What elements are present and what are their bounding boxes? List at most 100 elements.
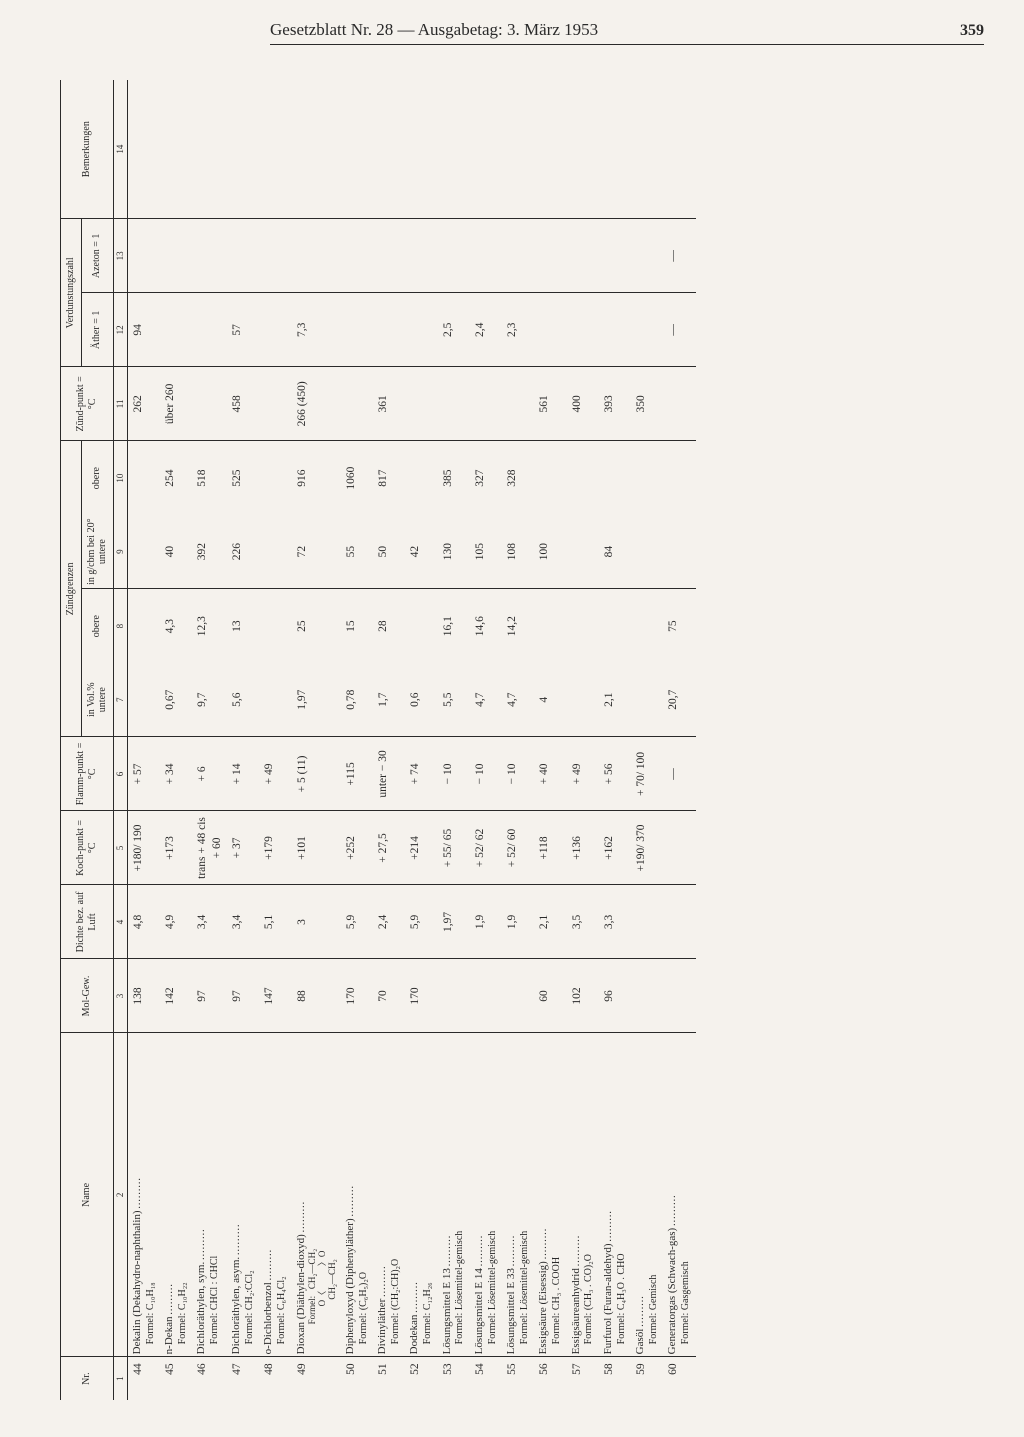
cell-ath [259, 293, 291, 367]
cn4: 4 [113, 885, 127, 959]
cell-gu: 72 [292, 515, 341, 589]
cell-go [599, 441, 631, 515]
cn7: 7 [113, 663, 127, 737]
cell-vo [567, 589, 599, 663]
cell-koch: + 55/ 65 [438, 811, 470, 885]
cell-vo: 28 [373, 589, 405, 663]
cell-nr: 60 [663, 1357, 695, 1400]
cn3: 3 [113, 959, 127, 1033]
table-row: 59GasölFormel: Gemisch+190/ 370+ 70/ 100… [631, 80, 663, 1400]
cell-ath [599, 293, 631, 367]
cell-name: Dichloräthylen, asym.Formel: CH₂:CCl₂ [227, 1033, 259, 1357]
page-number: 359 [960, 22, 984, 40]
cell-ath [631, 293, 663, 367]
table-row: 51DivinylätherFormel: (CH₂:CH)₂O702,4+ 2… [373, 80, 405, 1400]
cn1: 1 [113, 1357, 127, 1400]
cell-vu: 4,7 [502, 663, 534, 737]
cell-flamm: − 10 [438, 737, 470, 811]
cell-az [341, 219, 373, 293]
cell-vu: 5,5 [438, 663, 470, 737]
cell-zp [405, 367, 437, 441]
cell-dichte: 5,9 [405, 885, 437, 959]
table-row: 48o-DichlorbenzolFormel: C₆H₄Cl₂1475,1+1… [259, 80, 291, 1400]
th-koch: Koch-punkt = °C [61, 811, 114, 885]
cell-gu: 50 [373, 515, 405, 589]
cell-name: n-DekanFormel: C₁₀H₂₂ [160, 1033, 192, 1357]
cell-vo [405, 589, 437, 663]
cell-vu: 1,7 [373, 663, 405, 737]
cell-az [631, 219, 663, 293]
table-row: 44Dekalin (Dekahydro-naphthalin)Formel: … [127, 80, 160, 1400]
cell-koch: +118 [534, 811, 566, 885]
table-row: 47Dichloräthylen, asym.Formel: CH₂:CCl₂9… [227, 80, 259, 1400]
cell-az: — [663, 219, 695, 293]
cell-vu: 0,6 [405, 663, 437, 737]
cell-zp [502, 367, 534, 441]
cell-ath [373, 293, 405, 367]
cell-name: Dichloräthylen, sym.Formel: CHCl : CHCl [192, 1033, 227, 1357]
cell-koch: + 52/ 60 [502, 811, 534, 885]
table-row: 46Dichloräthylen, sym.Formel: CHCl : CHC… [192, 80, 227, 1400]
cell-gu [567, 515, 599, 589]
cell-vu: 4,7 [470, 663, 502, 737]
cell-az [373, 219, 405, 293]
cell-gu: 55 [341, 515, 373, 589]
cell-go: 916 [292, 441, 341, 515]
cell-flamm: + 49 [259, 737, 291, 811]
cell-ath: 2,3 [502, 293, 534, 367]
cn11: 11 [113, 367, 127, 441]
cell-dichte: 3,5 [567, 885, 599, 959]
cell-az [127, 219, 160, 293]
cell-go: 518 [192, 441, 227, 515]
table-row: 45n-DekanFormel: C₁₀H₂₂1424,9+173+ 340,6… [160, 80, 192, 1400]
cell-mol: 96 [599, 959, 631, 1033]
th-volu: in Vol.%untere [81, 663, 113, 737]
cell-nr: 48 [259, 1357, 291, 1400]
cell-koch: +214 [405, 811, 437, 885]
cell-ath: 2,4 [470, 293, 502, 367]
th-volo: obere [81, 589, 113, 663]
cell-bem [127, 80, 160, 219]
cell-name: Lösungsmittel E 14Formel: Lösemittel-gem… [470, 1033, 502, 1357]
cell-zp [192, 367, 227, 441]
cell-flamm: + 70/ 100 [631, 737, 663, 811]
cell-go: 1060 [341, 441, 373, 515]
cell-dichte: 5,1 [259, 885, 291, 959]
cn6: 6 [113, 737, 127, 811]
cell-koch: +173 [160, 811, 192, 885]
cell-ath: 7,3 [292, 293, 341, 367]
cell-zp: 361 [373, 367, 405, 441]
cell-vu [631, 663, 663, 737]
cell-go [405, 441, 437, 515]
cell-zp: 266 (450) [292, 367, 341, 441]
cell-name: Dekalin (Dekahydro-naphthalin)Formel: C₁… [127, 1033, 160, 1357]
cell-dichte: 3 [292, 885, 341, 959]
cell-gu [631, 515, 663, 589]
th-name: Name [61, 1033, 114, 1357]
cell-koch: + 27,5 [373, 811, 405, 885]
cell-az [567, 219, 599, 293]
cell-ath [567, 293, 599, 367]
cell-gu: 84 [599, 515, 631, 589]
cell-koch [663, 811, 695, 885]
table-row: 60Generatorgas (Schwach-gas)Formel: Gasg… [663, 80, 695, 1400]
cell-bem [470, 80, 502, 219]
cell-vu: 20,7 [663, 663, 695, 737]
cell-koch: +101 [292, 811, 341, 885]
cell-vo: 16,1 [438, 589, 470, 663]
cell-zp [438, 367, 470, 441]
cell-az [470, 219, 502, 293]
th-gu: in g/cbm bei 20°untere [81, 515, 113, 589]
cell-mol: 88 [292, 959, 341, 1033]
cell-zp: 350 [631, 367, 663, 441]
cell-koch: +179 [259, 811, 291, 885]
cell-vu: 5,6 [227, 663, 259, 737]
cell-az [160, 219, 192, 293]
cell-bem [192, 80, 227, 219]
th-nr: Nr. [61, 1357, 114, 1400]
cell-mol: 138 [127, 959, 160, 1033]
cell-name: Lösungsmittel E 33Formel: Lösemittel-gem… [502, 1033, 534, 1357]
cell-flamm: + 49 [567, 737, 599, 811]
cell-vu: 4 [534, 663, 566, 737]
cell-nr: 47 [227, 1357, 259, 1400]
